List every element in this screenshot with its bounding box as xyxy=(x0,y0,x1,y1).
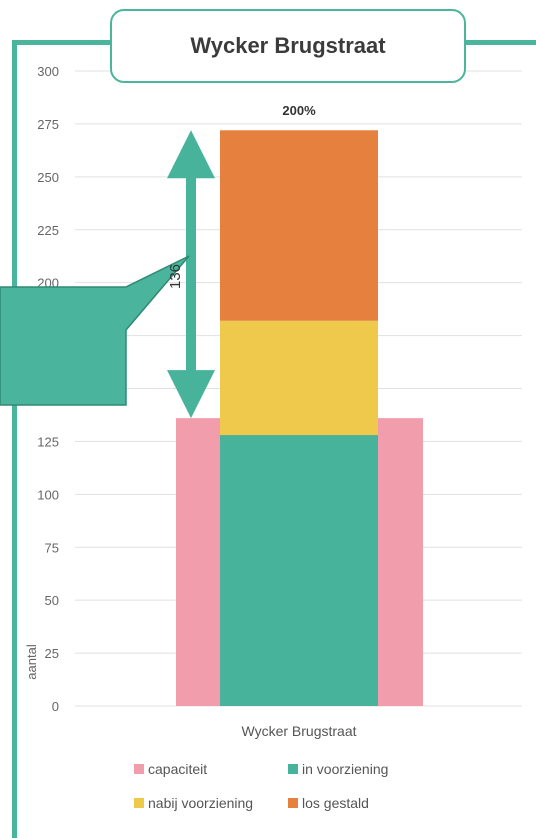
x-category-label: Wycker Brugstraat xyxy=(241,723,356,739)
chart-title: Wycker Brugstraat xyxy=(190,33,386,58)
legend-swatch xyxy=(288,798,298,808)
legend: capaciteit in voorziening nabij voorzienin… xyxy=(134,761,388,811)
title-box: Wycker Brugstraat xyxy=(110,9,466,83)
y-tick-label: 225 xyxy=(37,223,59,238)
frame-left-border xyxy=(12,40,17,838)
legend-swatch xyxy=(288,764,298,774)
frame-top-right-border xyxy=(466,40,536,45)
total-percent-label: 200% xyxy=(282,103,316,118)
range-arrow xyxy=(167,130,215,419)
bars xyxy=(176,130,423,706)
y-tick-label: 0 xyxy=(52,699,59,714)
legend-label: los gestald xyxy=(302,795,369,811)
y-tick-label: 125 xyxy=(37,434,59,449)
bar-nabij-voorziening xyxy=(220,320,378,436)
arrow-head-down xyxy=(167,370,215,419)
y-tick-label: 300 xyxy=(37,64,59,79)
arrow-shaft xyxy=(186,176,196,373)
legend-swatch xyxy=(134,798,144,808)
y-tick-label: 50 xyxy=(45,593,59,608)
y-tick-label: 250 xyxy=(37,170,59,185)
frame-top-left-border xyxy=(12,40,112,45)
arrow-head-up xyxy=(167,130,215,179)
legend-label: capaciteit xyxy=(148,761,207,777)
legend-label: nabij voorziening xyxy=(148,795,253,811)
y-axis-label: aantal xyxy=(24,644,39,680)
y-tick-label: 75 xyxy=(45,540,59,555)
legend-label: in voorziening xyxy=(302,761,388,777)
callout-value-label: 136 xyxy=(167,263,185,290)
y-tick-label: 100 xyxy=(37,487,59,502)
legend-swatch xyxy=(134,764,144,774)
bar-in-voorziening xyxy=(220,435,378,706)
y-tick-label: 25 xyxy=(45,646,59,661)
callout-shape xyxy=(0,255,190,406)
y-tick-label: 275 xyxy=(37,117,59,132)
bar-los-gestald xyxy=(220,130,378,321)
